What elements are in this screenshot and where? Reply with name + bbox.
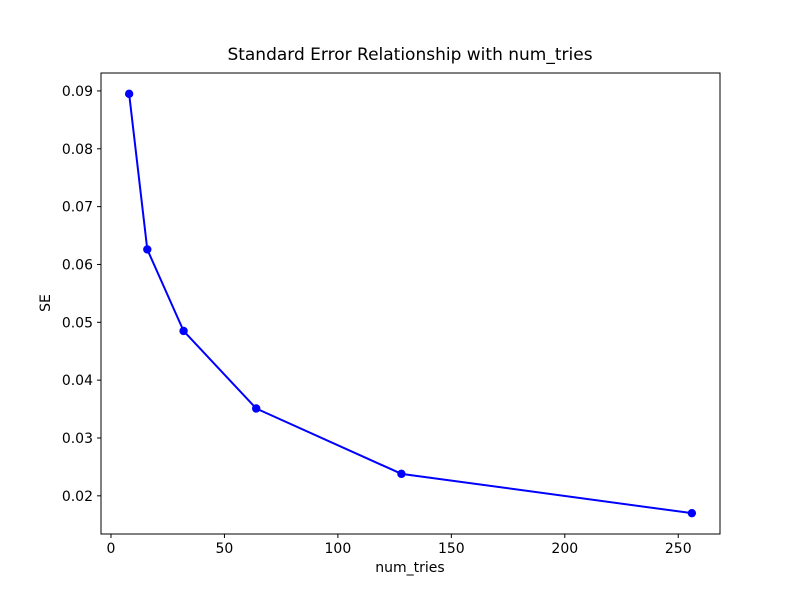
y-tick-label: 0.02 (62, 489, 93, 505)
data-point (252, 404, 261, 413)
data-point (687, 508, 697, 518)
y-tick-label: 0.08 (62, 142, 93, 158)
y-axis-label: SE (38, 294, 54, 312)
y-tick-label: 0.04 (62, 373, 93, 389)
x-tick-label: 150 (438, 541, 465, 557)
data-point (124, 89, 134, 99)
y-tick-label: 0.05 (62, 315, 93, 331)
y-tick-label: 0.06 (62, 257, 93, 273)
y-tick-label: 0.03 (62, 431, 93, 447)
data-point (179, 326, 188, 336)
x-tick-label: 250 (665, 541, 692, 557)
data-point (143, 245, 152, 254)
y-tick-label: 0.09 (62, 84, 93, 100)
data-point (397, 469, 406, 479)
x-tick-label: 50 (216, 541, 234, 557)
x-tick-label: 200 (551, 541, 578, 557)
y-tick-label: 0.07 (62, 200, 93, 216)
plot-border (100, 72, 721, 535)
chart-title: Standard Error Relationship with num_tri… (227, 45, 593, 65)
x-tick-label: 0 (107, 541, 116, 557)
x-tick-label: 100 (325, 541, 352, 557)
data-line (128, 92, 693, 515)
x-axis-label: num_tries (375, 560, 445, 576)
